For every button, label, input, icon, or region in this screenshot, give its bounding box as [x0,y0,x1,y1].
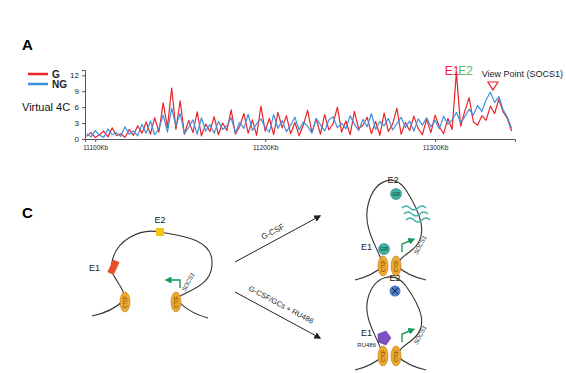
anchor-protein [171,292,181,312]
anchor-label: CTCF [174,296,179,308]
y-tick-label: 9 [75,87,80,96]
bound-factor [379,244,390,255]
legend-swatch [28,83,48,86]
enhancer-inactive [107,259,119,275]
x-tick-mark [95,139,96,142]
x-tick: 11300Kb [423,139,449,151]
label: E2 [154,215,165,225]
y-axis-line [82,71,86,140]
annotation: View Point (SOCS1) [482,69,563,79]
label: SOCS1 [181,272,196,293]
y-tick-label: 0 [75,135,80,144]
label: E2 [387,175,398,185]
x-tick-mark [435,139,436,142]
plot-area [87,72,512,137]
anchor-label: CTCF [394,350,399,362]
legend-swatch [28,73,48,76]
antagonist-bound-factor [378,331,391,345]
x-tick: 11200Kb [253,139,279,151]
label: E2 [389,273,400,283]
transcript [406,218,430,222]
transition-label: G-CSF [260,222,286,242]
label: E1 [361,328,372,338]
y-tick-label: 6 [75,103,80,112]
transcript [402,206,426,210]
figure: A C 0 3 6 9 12 11100Kb 11200Kb 11300Kb Virtual 4C G… [0,0,566,373]
y-axis-title: Virtual 4C [22,101,70,113]
x-tick-label: 11300Kb [423,144,449,151]
y-tick-mark [82,91,85,92]
x-tick-label: 11100Kb [83,144,108,151]
gene-arrow [402,240,412,252]
anchor-label: CTCF [123,296,128,308]
diagram: CTCF CTCF E1 E2 SOCS1 G-CSF G-CSF/GCs + RU486 C… [89,175,430,370]
series-line [87,92,512,137]
anchor-label: CTCF [394,260,399,272]
x-tick: 11100Kb [83,139,108,151]
transition-label: G-CSF/GCs + RU486 [247,284,315,326]
label: E1 [89,263,100,273]
chromatin [355,277,426,370]
antagonist-label: RU486 [357,342,376,348]
series-line [87,72,512,137]
enhancer-inactive [156,228,164,236]
anchor-protein [378,346,388,366]
annotation-marker [488,82,498,90]
x-axis-line [86,140,516,143]
chromatin [92,231,212,318]
panel-label: A [22,36,33,53]
y-tick-mark [82,123,85,124]
label: SOCS1 [413,325,428,346]
legend-label: NG [52,79,67,90]
chromatin [355,180,426,280]
y-tick-label: 12 [70,71,79,80]
gene-arrow [402,330,412,342]
anchor-protein [378,256,388,276]
anchor-label: CTCF [381,350,386,362]
label: E1 [361,242,372,252]
x-axis: 11100Kb 11200Kb 11300Kb [83,139,515,151]
y-tick: 12 [70,71,85,80]
y-axis: 0 3 6 9 12 [70,71,85,145]
anchor-protein [391,346,401,366]
y-tick-mark [82,139,85,140]
block-cross [392,288,398,294]
y-tick: 9 [75,87,85,96]
annotation: E2 [458,64,473,78]
label: SOCS1 [413,235,428,256]
bound-factor [391,189,402,200]
x-tick-label: 11200Kb [253,144,279,151]
factor-label: GR [392,191,400,197]
y-tick: 6 [75,103,85,112]
transition-arrow [235,216,320,262]
panel-label: C [22,204,33,221]
gene-arrow [168,280,180,288]
factor-label: GR [380,246,388,252]
y-tick-mark [82,75,85,76]
blocked-factor [390,286,401,297]
anchor-label: CTCF [381,260,386,272]
y-tick: 3 [75,119,85,128]
legend: GNG [28,69,67,90]
transcript [404,212,428,216]
anchor-protein [120,292,130,312]
y-tick-label: 3 [75,119,80,128]
x-tick-mark [265,139,266,142]
y-tick-mark [82,107,85,108]
